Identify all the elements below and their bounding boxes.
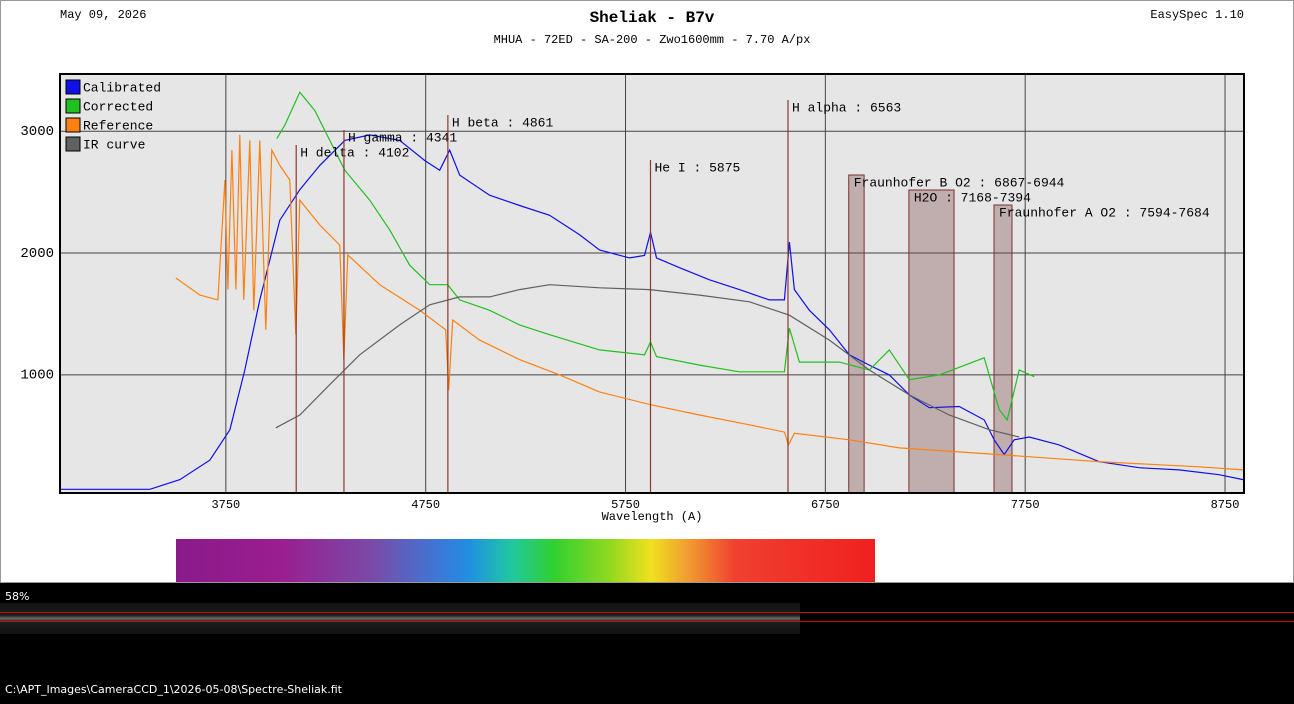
annotation-label: He I : 5875: [655, 160, 741, 175]
legend-label: Corrected: [83, 99, 153, 114]
chart: May 09, 2026 EasySpec 1.10 Sheliak - B7v…: [0, 0, 1294, 583]
x-tick-label: 3750: [211, 498, 240, 512]
date: May 09, 2026: [60, 8, 146, 22]
spectrum-bar: [176, 539, 875, 582]
x-tick-label: 5750: [611, 498, 640, 512]
y-tick-label: 3000: [20, 124, 54, 140]
y-tick-label: 2000: [20, 246, 54, 262]
plot-frame: [59, 73, 1245, 494]
legend-swatch: [65, 98, 81, 114]
x-tick-label: 7750: [1011, 498, 1040, 512]
legend-swatch: [65, 117, 81, 133]
legend-swatch: [65, 79, 81, 95]
band-label: H2O : 7168-7394: [914, 190, 1031, 205]
chart-subtitle: MHUA - 72ED - SA-200 - Zwo1600mm - 7.70 …: [494, 33, 811, 47]
series-line: [276, 91, 1035, 422]
version: EasySpec 1.10: [1150, 8, 1244, 22]
plot-area: [60, 74, 1244, 493]
guide-line: [0, 612, 1294, 613]
annotation-label: H alpha : 6563: [792, 100, 901, 115]
legend-label: Calibrated: [83, 80, 161, 95]
guide-line: [0, 621, 1294, 622]
zoom: 58%: [5, 590, 30, 603]
x-tick-label: 6750: [811, 498, 840, 512]
legend-label: Reference: [83, 118, 153, 133]
band-label: Fraunhofer A O2 : 7594-7684: [999, 205, 1210, 220]
x-tick-label: 4750: [411, 498, 440, 512]
annotation-label: H beta : 4861: [452, 115, 554, 130]
x-tick-label: 8750: [1211, 498, 1240, 512]
absorption-band: [848, 174, 865, 494]
y-tick-label: 1000: [20, 368, 54, 384]
chart-title: Sheliak - B7v: [590, 9, 715, 27]
absorption-band: [993, 204, 1013, 494]
annotation-label: H delta : 4102: [300, 145, 409, 160]
absorption-band: [908, 189, 955, 494]
spectrum-image: [0, 603, 800, 634]
file-path: C:\APT_Images\CameraCCD_1\2026-05-08\Spe…: [5, 683, 342, 696]
legend-swatch: [65, 136, 81, 152]
annotation-label: H gamma : 4341: [348, 130, 457, 145]
series-line: [275, 284, 1020, 438]
x-axis-label: Wavelength (A): [602, 510, 703, 524]
band-label: Fraunhofer B O2 : 6867-6944: [854, 175, 1065, 190]
series-line: [60, 134, 1244, 490]
status-area: 58% C:\APT_Images\CameraCCD_1\2026-05-08…: [0, 583, 1294, 704]
legend-label: IR curve: [83, 137, 145, 152]
chart-panel: May 09, 2026 EasySpec 1.10 Sheliak - B7v…: [0, 0, 1294, 583]
